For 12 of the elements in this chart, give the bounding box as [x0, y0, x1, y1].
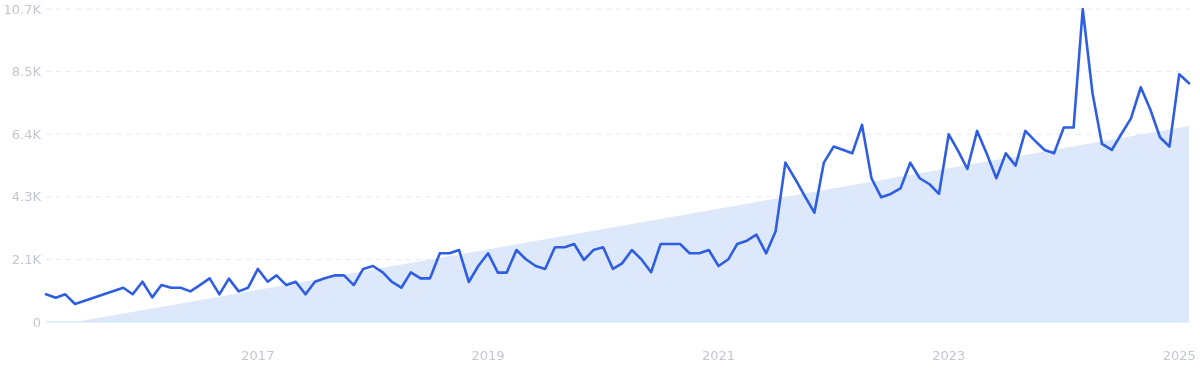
- y-tick-label: 2.1K: [11, 251, 42, 267]
- x-tick-label: 2025: [1162, 348, 1196, 363]
- y-tick-label: 6.4K: [11, 126, 42, 142]
- x-tick-label: 2017: [241, 348, 275, 363]
- y-tick-label: 4.3K: [11, 189, 42, 205]
- line-series: [44, 7, 1191, 306]
- y-tick-label: 0: [32, 314, 41, 330]
- x-tick-label: 2021: [702, 348, 736, 363]
- y-tick-label: 10.7K: [3, 1, 42, 17]
- y-tick-label: 8.5K: [11, 64, 42, 80]
- x-tick-label: 2019: [471, 348, 505, 363]
- x-tick-label: 2023: [932, 348, 966, 363]
